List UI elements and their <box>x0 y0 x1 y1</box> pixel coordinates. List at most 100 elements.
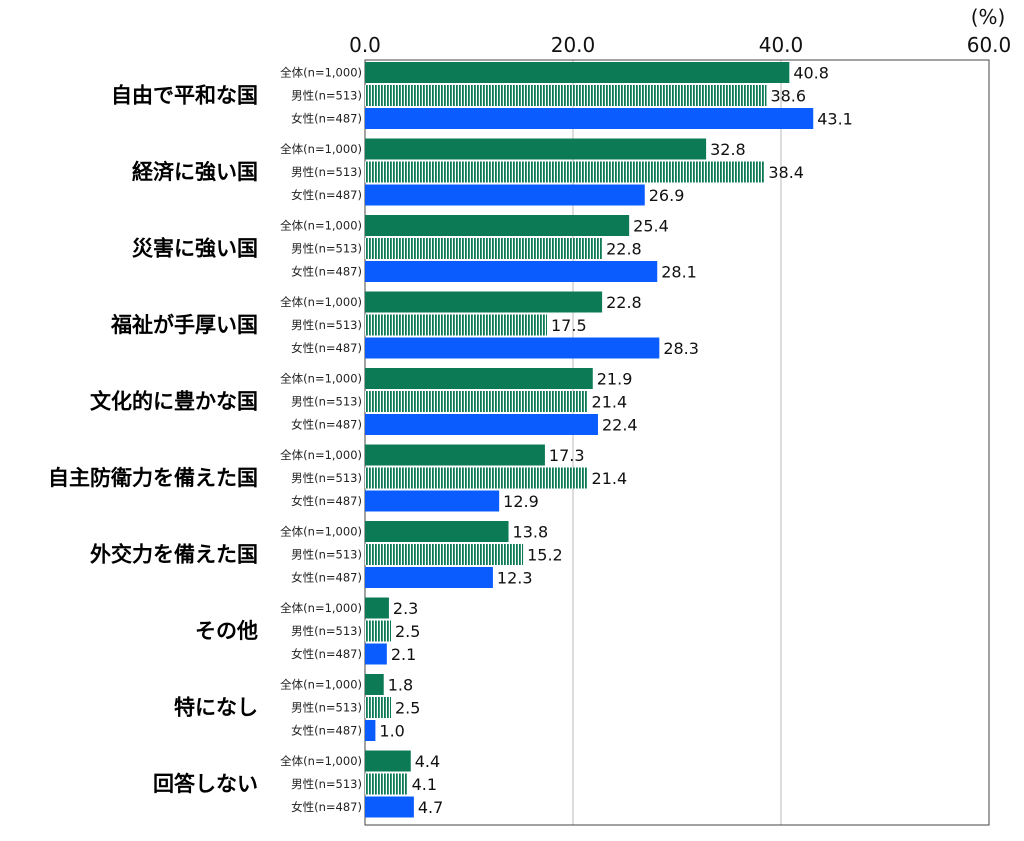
bar <box>365 521 509 542</box>
series-label: 全体(n=1,000) <box>280 66 362 80</box>
category-label: 外交力を備えた国 <box>90 542 258 566</box>
bar <box>365 444 545 466</box>
data-label: 28.3 <box>663 339 699 358</box>
bar <box>365 414 598 435</box>
bar <box>365 620 391 642</box>
category-label: 災害に強い国 <box>132 236 258 260</box>
bar <box>365 314 547 336</box>
bar <box>365 337 660 359</box>
data-label: 12.3 <box>497 569 533 588</box>
category-label: 特になし <box>174 695 258 719</box>
data-label: 21.4 <box>592 393 628 412</box>
data-label: 1.0 <box>379 722 404 741</box>
data-label: 43.1 <box>817 110 853 129</box>
category-label: 自主防衛力を備えた国 <box>48 466 258 490</box>
bar <box>365 62 790 83</box>
data-label: 21.4 <box>592 469 628 488</box>
data-label: 2.1 <box>391 645 416 664</box>
data-label: 28.1 <box>661 263 697 282</box>
series-label: 女性(n=487) <box>291 647 362 661</box>
series-label: 全体(n=1,000) <box>280 754 362 768</box>
bar <box>365 215 630 236</box>
series-label: 男性(n=513) <box>291 701 362 715</box>
data-label: 38.4 <box>768 163 804 182</box>
x-tick-label: 60.0 <box>967 33 1012 57</box>
data-label: 25.4 <box>633 217 669 236</box>
series-label: 全体(n=1,000) <box>280 525 362 539</box>
bar <box>365 261 658 282</box>
category-label: 文化的に豊かな国 <box>90 389 258 413</box>
series-label: 男性(n=513) <box>291 777 362 791</box>
series-label: 全体(n=1,000) <box>280 219 362 233</box>
bar <box>365 674 384 695</box>
series-label: 男性(n=513) <box>291 471 362 485</box>
data-label: 1.8 <box>388 676 413 695</box>
bar <box>365 567 493 588</box>
series-label: 女性(n=487) <box>291 724 362 738</box>
bar <box>365 597 389 619</box>
series-label: 女性(n=487) <box>291 112 362 126</box>
bar <box>365 720 376 741</box>
bar <box>365 697 391 718</box>
bar <box>365 467 588 489</box>
series-label: 男性(n=513) <box>291 89 362 103</box>
series-label: 女性(n=487) <box>291 265 362 279</box>
unit-label: (%) <box>971 5 1006 29</box>
series-label: 全体(n=1,000) <box>280 142 362 156</box>
bar <box>365 391 588 412</box>
series-label: 全体(n=1,000) <box>280 678 362 692</box>
data-label: 12.9 <box>503 492 539 511</box>
series-label: 女性(n=487) <box>291 188 362 202</box>
series-label: 女性(n=487) <box>291 494 362 508</box>
data-label: 2.5 <box>395 699 420 718</box>
x-tick-label: 40.0 <box>759 33 804 57</box>
series-label: 女性(n=487) <box>291 800 362 814</box>
bar <box>365 238 603 259</box>
data-label: 4.1 <box>412 775 437 794</box>
data-label: 21.9 <box>597 370 633 389</box>
series-label: 女性(n=487) <box>291 418 362 432</box>
series-label: 女性(n=487) <box>291 571 362 585</box>
bar <box>365 643 387 665</box>
bar <box>365 750 411 772</box>
category-label: その他 <box>195 619 258 643</box>
bar <box>365 184 645 206</box>
category-label: 回答しない <box>153 772 258 796</box>
bar <box>365 161 765 183</box>
series-label: 全体(n=1,000) <box>280 601 362 615</box>
series-label: 男性(n=513) <box>291 548 362 562</box>
bar <box>365 544 524 565</box>
data-label: 22.8 <box>606 293 642 312</box>
data-label: 4.4 <box>415 752 440 771</box>
series-label: 全体(n=1,000) <box>280 295 362 309</box>
bar <box>365 291 603 313</box>
data-label: 17.5 <box>551 316 587 335</box>
data-label: 32.8 <box>710 140 746 159</box>
x-tick-label: 0.0 <box>349 33 381 57</box>
series-label: 女性(n=487) <box>291 341 362 355</box>
series-label: 全体(n=1,000) <box>280 372 362 386</box>
bar <box>365 796 414 818</box>
data-label: 4.7 <box>418 798 443 817</box>
series-label: 男性(n=513) <box>291 318 362 332</box>
category-label: 経済に強い国 <box>132 160 258 184</box>
data-label: 26.9 <box>649 186 685 205</box>
data-label: 22.4 <box>602 416 638 435</box>
series-label: 男性(n=513) <box>291 242 362 256</box>
category-label: 自由で平和な国 <box>111 83 258 107</box>
x-tick-label: 20.0 <box>551 33 596 57</box>
data-label: 22.8 <box>606 240 642 259</box>
data-label: 2.3 <box>393 599 418 618</box>
series-label: 男性(n=513) <box>291 395 362 409</box>
series-label: 男性(n=513) <box>291 624 362 638</box>
category-label: 福祉が手厚い国 <box>110 313 258 337</box>
data-label: 2.5 <box>395 622 420 641</box>
data-label: 15.2 <box>527 546 563 565</box>
series-label: 男性(n=513) <box>291 165 362 179</box>
bar <box>365 138 707 160</box>
bar <box>365 773 408 795</box>
data-label: 17.3 <box>549 446 585 465</box>
bar <box>365 490 500 512</box>
bar <box>365 108 814 129</box>
